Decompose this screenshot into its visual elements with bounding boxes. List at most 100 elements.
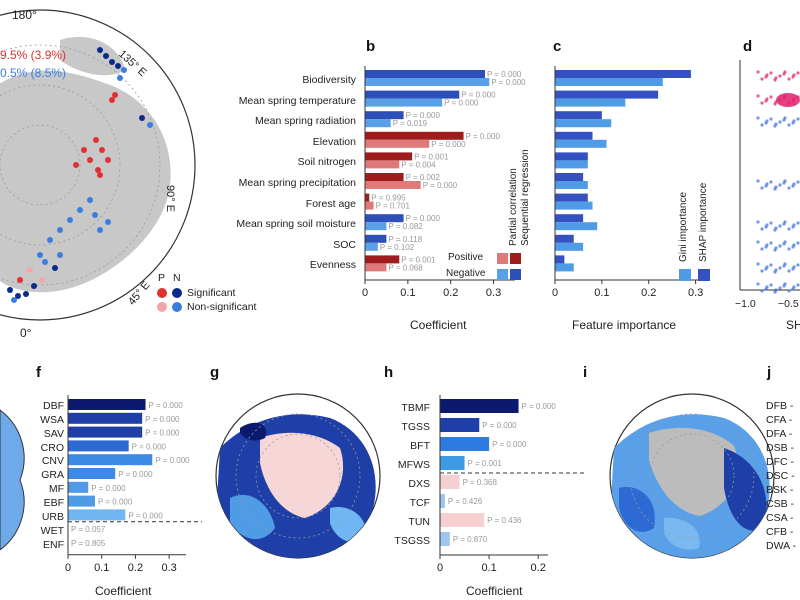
chart-f-bar [68, 481, 89, 493]
chart-h-pvalue: P = 0.001 [468, 459, 503, 468]
chart-d-point [765, 285, 769, 289]
chart-d-xlabel: SH [786, 318, 800, 332]
legend-nonsig-label: Non-significant [187, 301, 257, 313]
chart-j-cat: CSB - [766, 498, 795, 510]
chart-c-bar-shap [555, 70, 691, 78]
chart-b-bar-seq [365, 111, 404, 120]
chart-b-legend-col1: Partial correlation [508, 168, 519, 246]
chart-d-point [756, 240, 760, 244]
chart-b-pvalue-par: P = 0.082 [388, 222, 423, 231]
map-a-site-marker [121, 67, 127, 73]
chart-b-bar-seq [365, 173, 404, 181]
legend-nonsig-n-dot [172, 302, 182, 312]
chart-h-pvalue: P = 0.426 [448, 497, 483, 506]
chart-h-tick-label: 0 [437, 562, 443, 574]
chart-d-point [760, 186, 764, 190]
chart-b-bar-par [365, 119, 391, 128]
chart-d-point [792, 223, 796, 227]
map-a-site-marker [105, 219, 111, 225]
chart-j-cat: BSK - [766, 484, 794, 496]
chart-h-bar [440, 532, 450, 546]
chart-b-bar-seq [365, 131, 464, 140]
map-a-pct-blue: 0.5% (8.5%) [0, 66, 67, 80]
chart-c-xlabel: Feature importance [572, 318, 677, 332]
chart-d-point [796, 71, 800, 75]
chart-h-cat: BFT [410, 440, 430, 452]
map-a-site-marker [42, 259, 48, 265]
chart-d-point [796, 283, 800, 287]
chart-f-cat: DBF [43, 400, 64, 412]
chart-f-cat: WSA [40, 414, 64, 426]
chart-f-bar [68, 399, 146, 410]
map-a-site-marker [112, 92, 118, 98]
chart-d-point [796, 117, 800, 121]
chart-d-point [783, 240, 787, 244]
map-a-site-marker [77, 207, 83, 213]
chart-b-tick-label: 0.3 [486, 287, 501, 299]
chart-b-pvalue-par: P = 0.004 [401, 160, 436, 169]
chart-d-point [765, 119, 769, 123]
chart-d-point [796, 221, 800, 225]
chart-d-point [778, 286, 782, 290]
chart-b-legend-swatch-neg-par [497, 269, 508, 280]
chart-b-tick-label: 0.2 [443, 287, 458, 299]
chart-d-point [756, 116, 760, 120]
map-a-site-marker [93, 137, 99, 143]
chart-d-point [792, 119, 796, 123]
chart-b-legend-positive: Positive [448, 252, 484, 263]
chart-d-point [769, 117, 773, 121]
chart-h-bar [440, 513, 485, 527]
chart-h-bar [440, 399, 519, 413]
chart-c-bar-gini [555, 242, 584, 251]
chart-d-point [792, 73, 796, 77]
chart-f-pvalue: P = 0.000 [145, 415, 180, 424]
map-a-site-marker [97, 227, 103, 233]
chart-b-pvalue-seq: P = 0.000 [487, 70, 522, 79]
chart-b-pvalue-par: P = 0.102 [380, 243, 415, 252]
chart-j-cat: CFB - [766, 526, 794, 538]
chart-d-point [756, 70, 760, 74]
chart-f-tick-label: 0.2 [128, 562, 143, 574]
chart-c-bar-shap [555, 90, 659, 99]
chart-b-pvalue-par: P = 0.000 [491, 78, 526, 87]
map-a [0, 9, 196, 321]
chart-d-point [787, 123, 791, 127]
chart-d-point [760, 123, 764, 127]
chart-j-cat: DFC - [766, 456, 795, 468]
chart-b-pvalue-seq: P = 0.000 [406, 111, 441, 120]
map-a-site-marker [67, 217, 73, 223]
chart-d-point [765, 73, 769, 77]
chart-h-cat: TSGSS [394, 535, 430, 547]
chart-d-point [760, 101, 764, 105]
chart-b-bar-par [365, 201, 374, 210]
map-a-site-marker [109, 97, 115, 103]
chart-d-point [792, 285, 796, 289]
chart-d-point [774, 226, 778, 230]
chart-b-pvalue-seq: P = 0.995 [371, 194, 406, 203]
chart-f-pvalue: P = 0.000 [155, 456, 190, 465]
chart-b-bar-par [365, 98, 443, 107]
chart-f-pvalue: P = 0.000 [128, 511, 163, 520]
chart-f-pvalue: P = 0.000 [91, 484, 126, 493]
chart-b-bar-seq [365, 90, 460, 99]
legend-n-label: N [173, 272, 181, 284]
chart-c-bar-gini [555, 263, 574, 272]
chart-d [739, 60, 800, 294]
chart-f-tick-label: 0 [65, 562, 71, 574]
chart-d-point [769, 180, 773, 184]
chart-c-legend-swatch-gini [679, 269, 691, 281]
chart-c-bar-gini [555, 201, 593, 210]
chart-d-point [796, 241, 800, 245]
chart-d-point [783, 282, 787, 286]
map-a-site-marker [97, 172, 103, 178]
chart-d-point [792, 182, 796, 186]
chart-d-point [787, 77, 791, 81]
chart-h-cat: DXS [408, 478, 430, 490]
panel-letter-c: c [553, 38, 562, 55]
panel-letter-i: i [583, 364, 588, 381]
map-e-partial [0, 409, 25, 550]
chart-d-point [783, 70, 787, 74]
chart-b-bar-seq [365, 193, 370, 202]
chart-d-point [765, 97, 769, 101]
